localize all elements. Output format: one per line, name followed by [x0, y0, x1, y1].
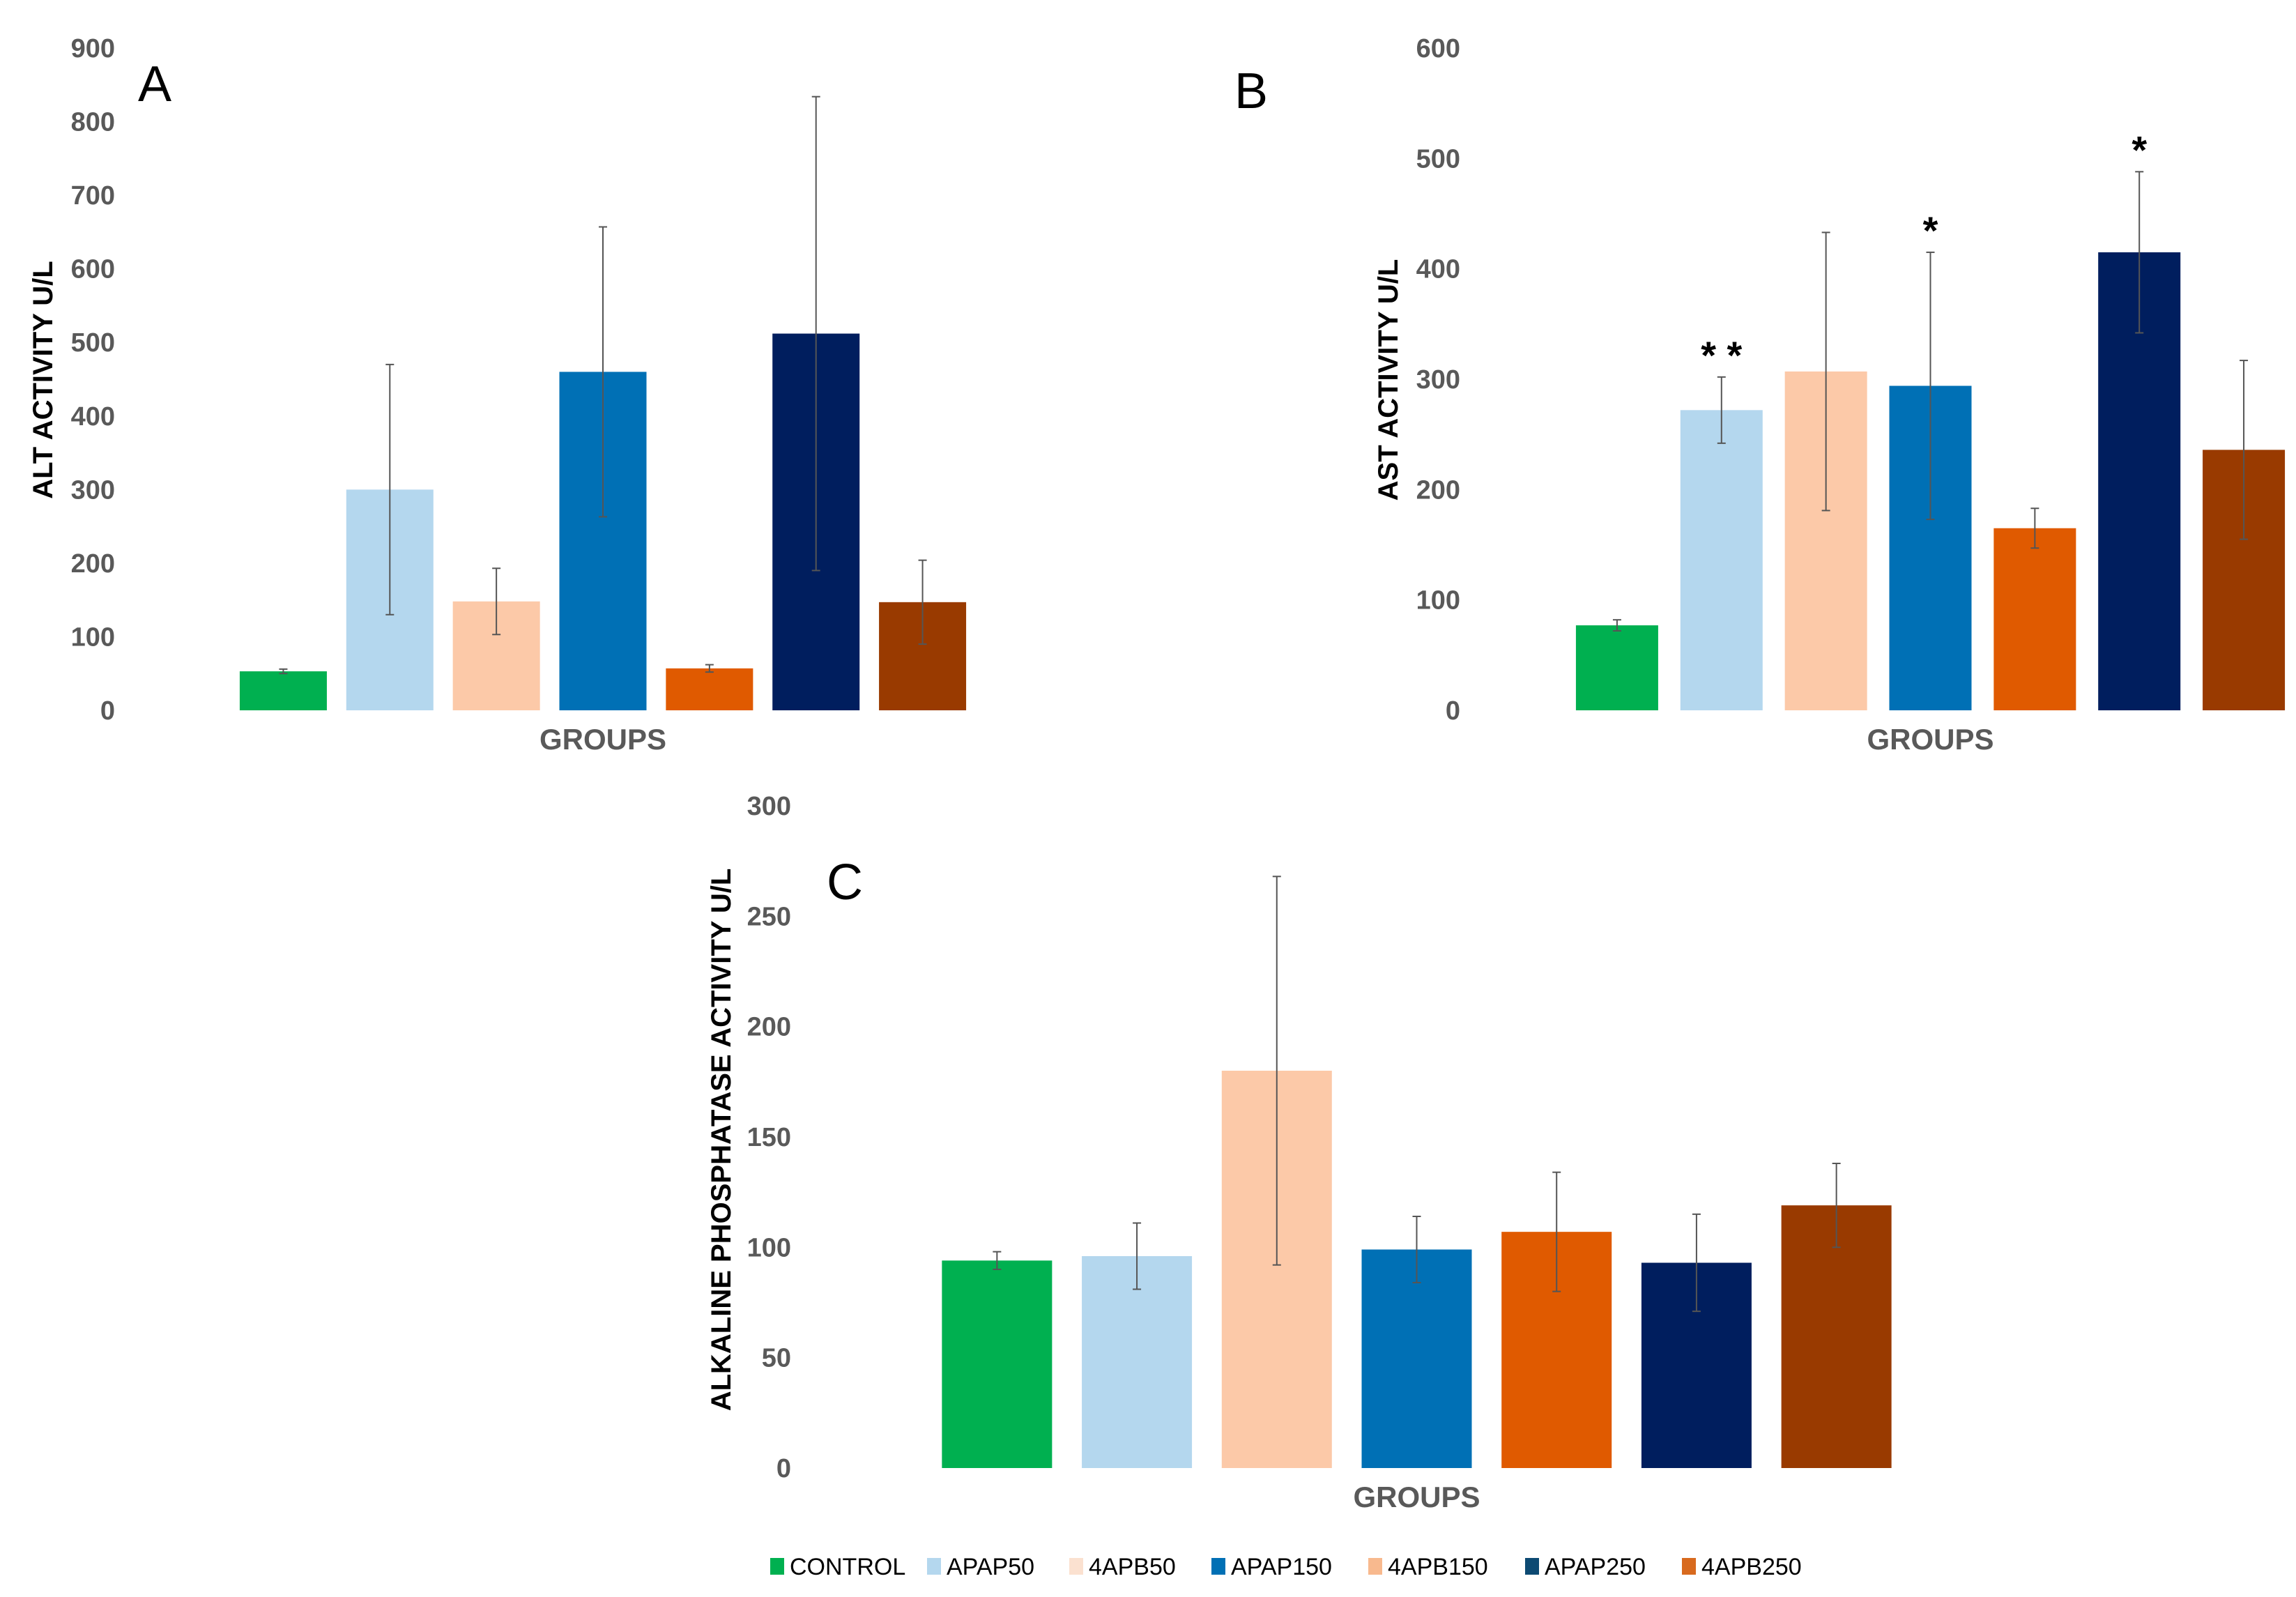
legend: CONTROL APAP50 4APB50 APAP150 4APB150 APAP250… [770, 1554, 1802, 1580]
y-axis-label: ALT ACTIVITY U/L [28, 261, 59, 498]
legend-label: 4APB150 [1388, 1554, 1488, 1580]
y-tick-label: 300 [1416, 365, 1460, 395]
y-tick-label: 50 [762, 1344, 791, 1373]
y-tick-label: 400 [1416, 255, 1460, 284]
y-tick-label: 300 [71, 475, 115, 505]
legend-label: CONTROL [790, 1554, 905, 1580]
panel-label: B [1234, 63, 1268, 119]
legend-item: APAP50 [927, 1554, 1034, 1580]
y-tick-label: 800 [71, 108, 115, 137]
legend-label: APAP150 [1231, 1554, 1332, 1580]
y-tick-label: 150 [747, 1123, 791, 1152]
y-tick-label: 900 [71, 34, 115, 63]
legend-swatch [1682, 1558, 1696, 1575]
y-tick-label: 700 [71, 181, 115, 211]
y-tick-label: 100 [1416, 586, 1460, 616]
bar-4apb150 [1993, 528, 2076, 710]
legend-label: APAP250 [1545, 1554, 1646, 1580]
x-axis-label: GROUPS [539, 723, 666, 756]
bar-apap50 [1680, 410, 1763, 710]
bar-control [1575, 625, 1658, 710]
y-tick-label: 250 [747, 902, 791, 931]
legend-swatch [770, 1558, 784, 1575]
y-tick-label: 200 [1416, 475, 1460, 505]
bar-4apb250 [1781, 1205, 1892, 1468]
legend-swatch [1211, 1558, 1225, 1575]
bar-control [239, 671, 327, 710]
y-tick-label: 0 [776, 1454, 791, 1483]
y-tick-label: 500 [71, 328, 115, 358]
y-tick-label: 300 [747, 792, 791, 821]
chart-B: 0 100 200 300 400 500 600 AST ACTIVITY U/L B GROU… [1234, 34, 2286, 756]
legend-item: 4APB150 [1368, 1554, 1488, 1580]
bar-4apb150 [666, 668, 753, 710]
y-tick-label: 200 [747, 1013, 791, 1042]
y-tick-label: 600 [1416, 34, 1460, 63]
y-tick-label: 0 [1446, 696, 1460, 726]
legend-label: 4APB50 [1089, 1554, 1176, 1580]
y-tick-label: 0 [100, 696, 115, 726]
y-axis-label: AST ACTIVITY U/L [1373, 259, 1404, 501]
bar-control [942, 1260, 1053, 1468]
legend-item: 4APB50 [1069, 1554, 1176, 1580]
x-axis-label: GROUPS [1867, 723, 1993, 756]
y-tick-label: 100 [71, 622, 115, 652]
legend-swatch [927, 1558, 941, 1575]
legend-item: 4APB250 [1682, 1554, 1802, 1580]
chart-A: 0 100 200 300 400 500 600 700 800 900 ALT ACTIVITY… [28, 34, 967, 756]
panel-label: C [827, 855, 863, 910]
x-axis-label: GROUPS [1353, 1481, 1480, 1513]
significance-marker: * [2132, 128, 2147, 171]
y-tick-label: 400 [71, 402, 115, 431]
legend-label: 4APB250 [1701, 1554, 1802, 1580]
y-tick-label: 500 [1416, 144, 1460, 174]
legend-swatch [1368, 1558, 1382, 1575]
chart-C: 0 50 100 150 200 250 300 ALKALINE PHOSPHATASE A… [706, 792, 1892, 1513]
legend-item: CONTROL [770, 1554, 905, 1580]
y-axis-label: ALKALINE PHOSPHATASE ACTIVITY U/L [706, 869, 737, 1412]
legend-item: APAP150 [1211, 1554, 1332, 1580]
bar-apap50 [1082, 1256, 1193, 1468]
bar-apap150 [1361, 1249, 1472, 1468]
y-tick-label: 600 [71, 255, 115, 284]
legend-swatch [1069, 1558, 1083, 1575]
significance-marker: * [1923, 208, 1938, 252]
legend-swatch [1525, 1558, 1539, 1575]
y-tick-label: 100 [747, 1233, 791, 1262]
significance-marker: * * [1701, 333, 1742, 377]
panel-label: A [138, 56, 171, 112]
legend-label: APAP50 [947, 1554, 1034, 1580]
legend-item: APAP250 [1525, 1554, 1646, 1580]
y-tick-label: 200 [71, 549, 115, 579]
